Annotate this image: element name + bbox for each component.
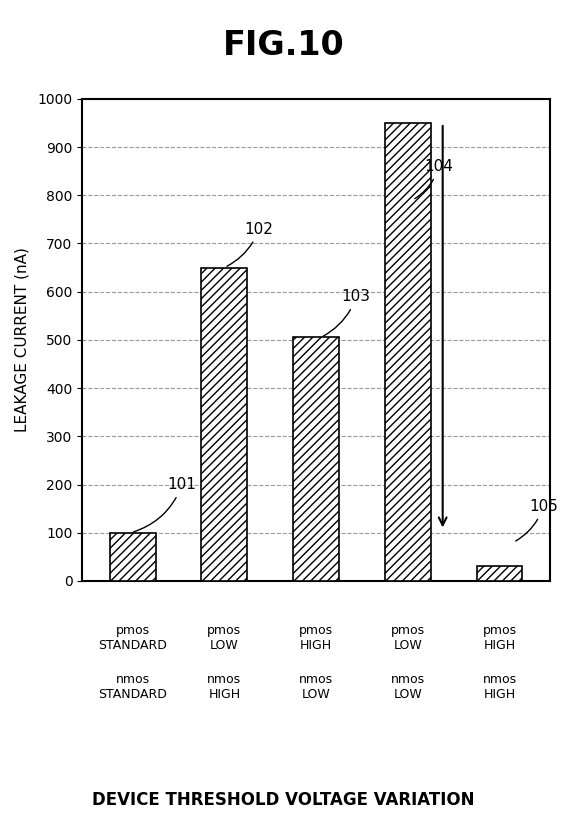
Text: nmos
HIGH: nmos HIGH xyxy=(208,672,242,700)
Text: pmos
LOW: pmos LOW xyxy=(391,625,425,653)
Text: nmos
HIGH: nmos HIGH xyxy=(483,672,517,700)
Bar xyxy=(293,338,339,581)
Text: pmos
LOW: pmos LOW xyxy=(208,625,242,653)
Text: FIG.10: FIG.10 xyxy=(223,29,344,62)
Text: pmos
HIGH: pmos HIGH xyxy=(299,625,333,653)
Text: nmos
LOW: nmos LOW xyxy=(391,672,425,700)
Y-axis label: LEAKAGE CURRENT (nA): LEAKAGE CURRENT (nA) xyxy=(14,247,29,433)
Text: nmos
STANDARD: nmos STANDARD xyxy=(98,672,167,700)
Text: 103: 103 xyxy=(323,289,371,336)
Bar xyxy=(477,566,522,581)
Bar xyxy=(385,123,431,581)
Text: pmos
STANDARD: pmos STANDARD xyxy=(98,625,167,653)
Bar xyxy=(201,268,247,581)
Bar xyxy=(110,532,155,581)
Text: nmos
LOW: nmos LOW xyxy=(299,672,333,700)
Text: 102: 102 xyxy=(227,222,273,266)
Text: DEVICE THRESHOLD VOLTAGE VARIATION: DEVICE THRESHOLD VOLTAGE VARIATION xyxy=(92,791,475,809)
Text: pmos
HIGH: pmos HIGH xyxy=(483,625,517,653)
Text: 101: 101 xyxy=(133,477,196,531)
Text: 105: 105 xyxy=(516,499,558,541)
Text: 104: 104 xyxy=(415,159,453,199)
